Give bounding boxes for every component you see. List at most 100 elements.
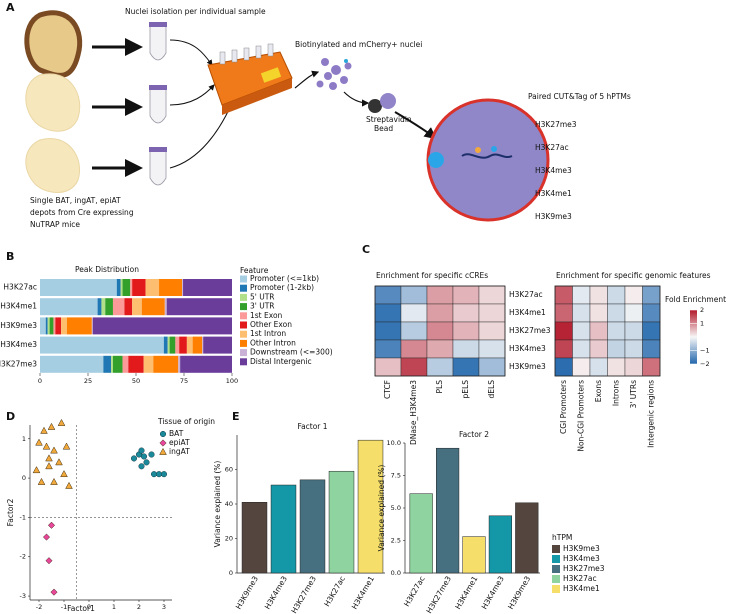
colorbar-tick-label: −2: [700, 360, 710, 368]
bar-segment: [163, 336, 168, 354]
x-tick-label: 0: [38, 377, 42, 385]
bar-segment: [153, 355, 179, 373]
legend-marker: [159, 447, 167, 455]
sample-tube: [267, 43, 274, 57]
bar: [299, 479, 326, 574]
column-label: Introns: [611, 380, 620, 406]
column-label: Non-CGI Promoters: [576, 380, 585, 452]
point: [47, 422, 56, 430]
x-tick-label: 25: [84, 377, 92, 385]
x-tick-label: 0: [87, 603, 91, 611]
legend-swatch: [240, 275, 247, 283]
legend-label: 5' UTR: [250, 292, 275, 301]
y-tick-label: 0: [229, 569, 233, 577]
point: [62, 442, 71, 450]
tube-cap: [149, 22, 167, 27]
y-tick-label: H3K4me1: [0, 302, 37, 311]
stacked-bar-chart: Peak Distribution H3K27ac H3K4me1 H3K9me3 H3…: [0, 265, 333, 385]
colorbar-tick-label: 1: [700, 320, 704, 328]
bar-segment: [92, 317, 232, 335]
legend-swatch: [552, 585, 560, 593]
y-tick-label: -2: [20, 553, 26, 561]
x-tick-label: H3K4me1: [453, 574, 479, 611]
x-axis-label: Factor1: [67, 604, 95, 613]
y-tick-label: 0.0: [391, 569, 401, 577]
column-label: DNase_H3K4me3: [409, 380, 418, 445]
colorbar-tick-label: 2: [700, 306, 704, 314]
chart-title: Peak Distribution: [75, 265, 139, 274]
nucleus: [321, 58, 329, 66]
y-tick-label: 2.5: [391, 537, 401, 545]
bar-segment: [103, 355, 112, 373]
point: [37, 477, 46, 485]
bar-segment: [166, 298, 232, 316]
y-tick-label: 1: [22, 435, 26, 443]
bar-segment: [182, 279, 184, 296]
point: [60, 470, 68, 478]
heatmap-cell: [589, 321, 608, 341]
legend-label: 3' UTR: [250, 302, 275, 311]
panel-label: D: [6, 410, 15, 423]
chart-title: Enrichment for specific genomic features: [556, 271, 711, 280]
bar-segment: [49, 317, 54, 335]
bar-segment: [116, 279, 121, 296]
heatmap-cell: [624, 321, 643, 341]
x-tick-label: H3K27ac: [402, 575, 427, 609]
legend-swatch: [240, 303, 247, 311]
x-tick-label: H3K9me3: [234, 574, 260, 611]
heatmap-cell: [642, 303, 661, 323]
point: [47, 521, 56, 529]
heatmap-cell: [624, 339, 643, 359]
legend-swatch: [240, 330, 247, 338]
x-tick-label: H3K27ac: [322, 575, 347, 609]
legend-swatch: [552, 575, 560, 583]
sample-tube: [231, 49, 238, 63]
bar-segment: [169, 336, 176, 354]
bar: [270, 484, 297, 574]
bar-segment: [132, 279, 146, 296]
y-tick-label: 0: [22, 474, 26, 482]
legend-label: H3K9me3: [563, 544, 600, 553]
heatmap-cell: [478, 357, 506, 377]
legend-label: epiAT: [169, 438, 190, 447]
heatmap-cell: [572, 321, 591, 341]
heatmap-cell: [374, 357, 402, 377]
source-label: Single BAT, ingAT, epiAT: [30, 196, 121, 205]
hptm-label: H3K9me3: [535, 212, 572, 221]
hptm-label: H3K4me1: [535, 189, 572, 198]
bar-segment: [203, 336, 232, 354]
heatmap-cell: [478, 339, 506, 359]
scatter-chart: -2 -1 0 1 2 3 1 0 -1 -2 -3 Factor1 Factor2 BATepiATin…: [6, 417, 215, 613]
legend-swatch: [240, 293, 247, 301]
heatmap-cell: [400, 339, 428, 359]
point: [45, 454, 53, 462]
bar-segment: [143, 355, 154, 373]
heatmap-cell: [589, 339, 608, 359]
bar-segment: [47, 317, 50, 335]
heatmap-cell: [374, 339, 402, 359]
y-tick-label: 7.5: [391, 472, 401, 480]
point: [57, 418, 66, 426]
point: [138, 447, 145, 454]
bar-segment: [105, 298, 113, 316]
bar-segment: [91, 317, 93, 335]
bar: [357, 439, 384, 574]
tube-cap: [149, 147, 167, 152]
bar-segment: [40, 279, 117, 296]
antibody: [475, 147, 481, 153]
bar-segment: [167, 336, 170, 354]
heatmap-cell: [589, 303, 608, 323]
legend-marker: [159, 430, 167, 438]
heatmap-cell: [452, 339, 480, 359]
bar-segment: [111, 355, 113, 373]
row-label: H3K9me3: [509, 362, 546, 371]
bar-segment: [40, 336, 164, 354]
bar-segment: [175, 336, 180, 354]
bar-segment: [159, 279, 183, 296]
bead: [428, 152, 444, 168]
heatmap-cell: [642, 321, 661, 341]
hptm-label: H3K4me3: [535, 166, 572, 175]
y-tick-label: 60: [225, 466, 233, 474]
point: [138, 463, 145, 470]
legend-swatch: [552, 565, 560, 573]
